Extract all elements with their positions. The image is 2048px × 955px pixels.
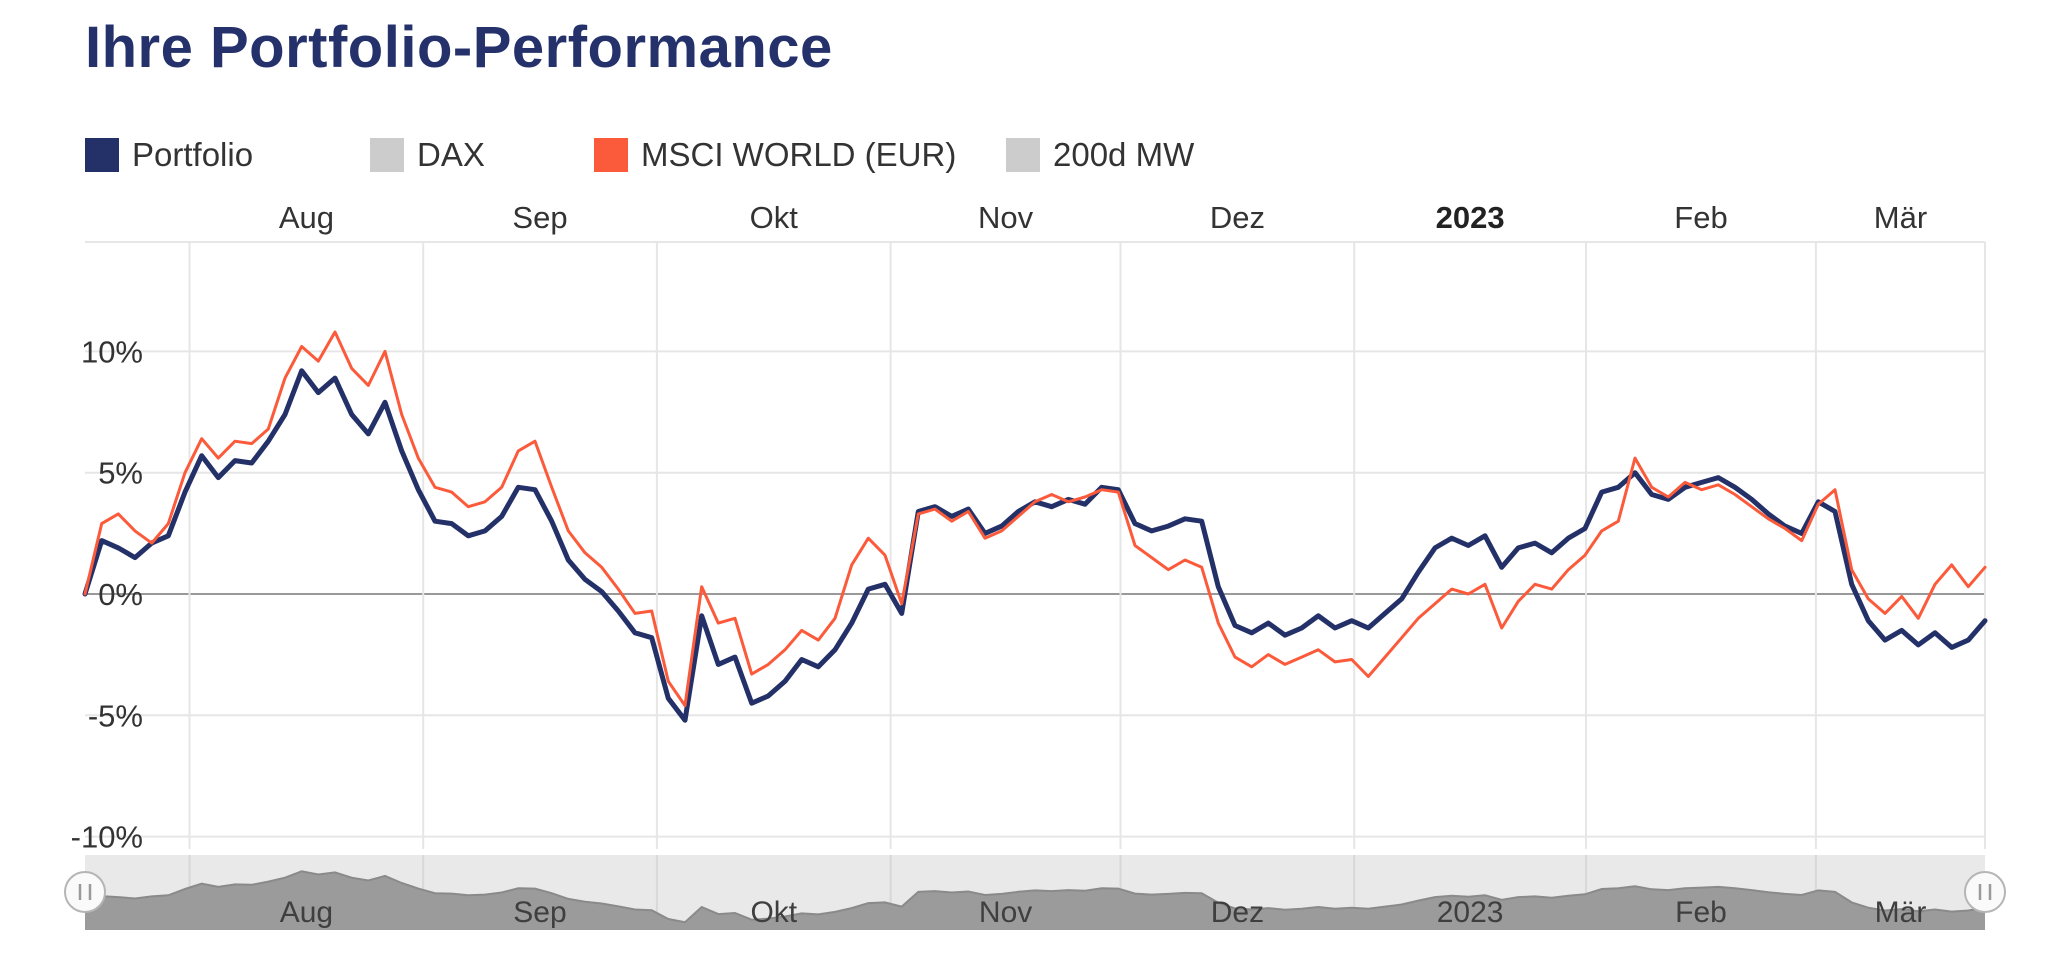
x-mark-icon [1006,138,1040,172]
navigator-label: Sep [513,896,566,929]
legend-item-200d-mw[interactable]: 200d MW [1006,136,1194,174]
y-axis-label: 0% [98,577,143,612]
y-axis-label: 10% [81,334,143,369]
x-axis-label: Aug [279,200,334,235]
legend-label: Portfolio [132,136,254,173]
legend-label: DAX [417,136,485,173]
page-title: Ihre Portfolio-Performance [85,15,833,80]
navigator-handle-left[interactable] [64,871,106,913]
x-gridlines [188,242,1986,849]
navigator-label: Okt [750,896,797,929]
x-axis-label: 2023 [1436,200,1505,235]
y-axis-label: -5% [88,698,143,733]
navigator-handle-right[interactable] [1964,871,2006,913]
legend-item-msci-world-eur[interactable]: MSCI WORLD (EUR) [594,136,956,174]
navigator-area[interactable] [85,871,1985,930]
navigator-label: Dez [1211,896,1264,929]
legend-label: MSCI WORLD (EUR) [641,136,957,173]
series-line-msci-world-eur[interactable] [83,330,1987,708]
x-axis-label: Nov [978,200,1034,235]
y-gridlines [85,241,1985,838]
x-axis-label: Dez [1210,200,1265,235]
x-axis-labels: Aug Sep Okt Nov Dez 2023 Feb Mär [279,200,1927,235]
y-axis-labels: 10% 5% 0% -5% -10% [71,334,143,854]
y-axis-label: -10% [71,820,143,855]
navigator-label: Nov [979,896,1032,929]
x-axis-label: Mär [1874,200,1927,235]
legend-item-portfolio[interactable]: Portfolio [85,136,253,174]
legend-item-dax[interactable]: DAX [370,136,485,174]
y-axis-label: 5% [98,456,143,491]
x-axis-label: Okt [750,200,799,235]
navigator-label: Mär [1875,896,1927,929]
chart-legend: Portfolio DAX MSCI WORLD (EUR) 200d MW [85,136,1585,176]
navigator-outline [84,870,1986,924]
x-mark-icon [370,138,404,172]
series-swatch [594,138,628,172]
navigator-label: Aug [280,896,333,929]
x-axis-label: Sep [512,200,567,235]
series-swatch [85,138,119,172]
x-axis-label: Feb [1674,200,1727,235]
navigator[interactable]: Aug Sep Okt Nov Dez 2023 Feb Mär [64,855,2006,930]
legend-label: 200d MW [1053,136,1195,173]
navigator-label: Feb [1675,896,1727,929]
series-line-portfolio[interactable] [82,368,1988,723]
navigator-label: 2023 [1437,896,1504,929]
